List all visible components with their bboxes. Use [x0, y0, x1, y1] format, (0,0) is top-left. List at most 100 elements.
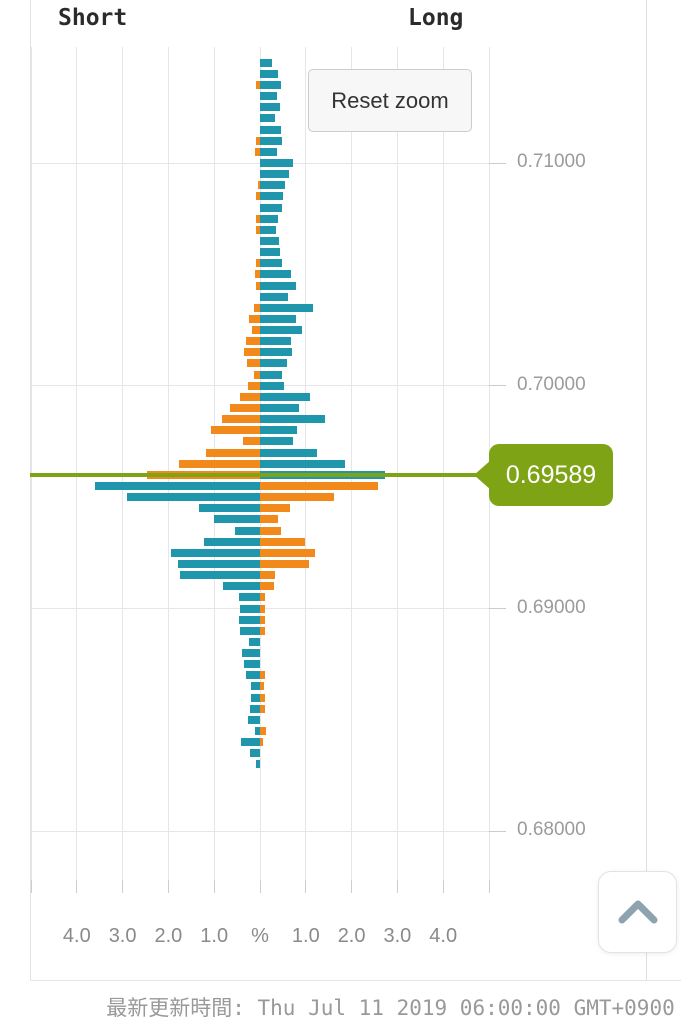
position-bar-short	[214, 515, 260, 524]
position-bar-short	[239, 604, 260, 613]
position-bar-long	[260, 147, 277, 156]
reset-zoom-button[interactable]: Reset zoom	[308, 69, 472, 132]
x-axis-label: 2.0	[154, 925, 183, 947]
position-bar-long	[260, 727, 266, 735]
position-bar-long	[260, 359, 288, 368]
position-bar-short	[254, 370, 260, 379]
position-bar-short	[249, 749, 260, 758]
position-bar-short	[210, 426, 260, 435]
y-axis-label: 0.71000	[517, 151, 586, 172]
y-axis-tick	[489, 385, 506, 387]
position-bar-long	[260, 571, 276, 580]
position-bar-long	[260, 426, 298, 435]
position-bar-long	[260, 671, 266, 680]
y-axis-tick	[489, 608, 506, 609]
position-bar-short	[230, 404, 260, 413]
x-axis-label: 4.0	[429, 925, 458, 947]
vertical-gridline	[76, 47, 78, 880]
position-bar-short	[255, 281, 260, 290]
x-axis-tick	[30, 880, 32, 893]
last-updated-text: 最新更新時間: Thu Jul 11 2019 06:00:00 GMT+090…	[106, 996, 675, 1020]
y-axis-tick	[489, 162, 506, 164]
position-bar-long	[260, 537, 305, 546]
position-bar-short	[179, 571, 260, 580]
x-axis-label: 3.0	[383, 925, 412, 947]
x-axis-tick	[76, 880, 78, 893]
scroll-to-top-button[interactable]	[598, 871, 677, 953]
x-axis-tick	[167, 880, 169, 893]
position-bar-short	[199, 504, 260, 513]
position-bar-long	[260, 303, 314, 312]
panel-bottom-divider	[30, 980, 681, 981]
position-bar-short	[255, 259, 260, 268]
current-price-line	[30, 473, 481, 477]
position-bar-short	[256, 760, 260, 769]
position-bar-short	[204, 537, 260, 546]
position-bar-short	[221, 415, 260, 424]
position-bar-short	[255, 81, 260, 90]
x-axis-label: 1.0	[291, 925, 320, 947]
position-bar-long	[260, 415, 326, 424]
x-axis-label: 1.0	[200, 925, 229, 947]
position-bar-short	[95, 481, 260, 490]
panel-right-border	[646, 0, 647, 980]
position-bar-short	[247, 381, 260, 390]
position-bar-long	[260, 58, 272, 67]
vertical-gridline	[30, 47, 32, 880]
position-bar-short	[254, 270, 260, 279]
position-bar-short	[243, 437, 260, 446]
position-bar-long	[260, 392, 310, 401]
position-bar-long	[260, 348, 293, 357]
position-bar-long	[260, 738, 263, 747]
position-bar-long	[260, 504, 291, 513]
position-bar-long	[260, 292, 288, 301]
position-bar-long	[260, 626, 265, 635]
position-bar-short	[255, 225, 260, 234]
position-bar-short	[241, 649, 260, 658]
x-axis-tick	[213, 880, 215, 893]
position-bar-short	[248, 314, 260, 323]
position-bar-long	[260, 704, 265, 713]
position-bar-short	[240, 738, 260, 747]
x-axis-label: %	[251, 925, 269, 947]
x-axis-tick	[351, 880, 353, 893]
position-bar-long	[260, 604, 265, 613]
y-axis-tick	[489, 830, 506, 832]
position-bar-long	[260, 548, 315, 557]
position-bar-long	[260, 225, 277, 234]
position-bar-long	[260, 192, 283, 201]
x-axis-label: 2.0	[337, 925, 366, 947]
position-bar-long	[260, 170, 289, 179]
position-bar-short	[255, 136, 260, 145]
position-bar-short	[250, 682, 260, 691]
long-side-label: Long	[408, 5, 464, 31]
position-bar-short	[255, 192, 260, 201]
current-price-badge: 0.69589	[474, 444, 613, 506]
position-bar-long	[260, 582, 275, 591]
position-bar-long	[260, 326, 303, 335]
x-axis-tick	[259, 880, 261, 893]
position-bar-long	[260, 459, 346, 468]
position-bar-long	[260, 159, 293, 167]
y-axis-label: 0.69000	[517, 596, 586, 618]
position-bar-short	[234, 526, 260, 535]
position-bar-short	[127, 493, 260, 502]
position-bar-short	[251, 326, 260, 335]
position-bar-short	[239, 392, 260, 401]
position-bar-short	[249, 704, 260, 713]
position-bar-long	[260, 448, 318, 457]
position-bar-short	[243, 660, 260, 669]
position-bar-long	[260, 248, 281, 257]
position-bar-long	[260, 526, 282, 535]
vertical-gridline	[442, 47, 444, 880]
position-bar-long	[260, 125, 282, 134]
position-bar-long	[260, 615, 265, 624]
position-bar-short	[246, 671, 260, 680]
position-bar-long	[260, 69, 278, 78]
horizontal-gridline	[31, 830, 489, 832]
x-axis-tick	[305, 880, 307, 893]
vertical-gridline	[167, 47, 169, 880]
position-bar-long	[260, 203, 282, 212]
position-bar-long	[260, 92, 277, 101]
